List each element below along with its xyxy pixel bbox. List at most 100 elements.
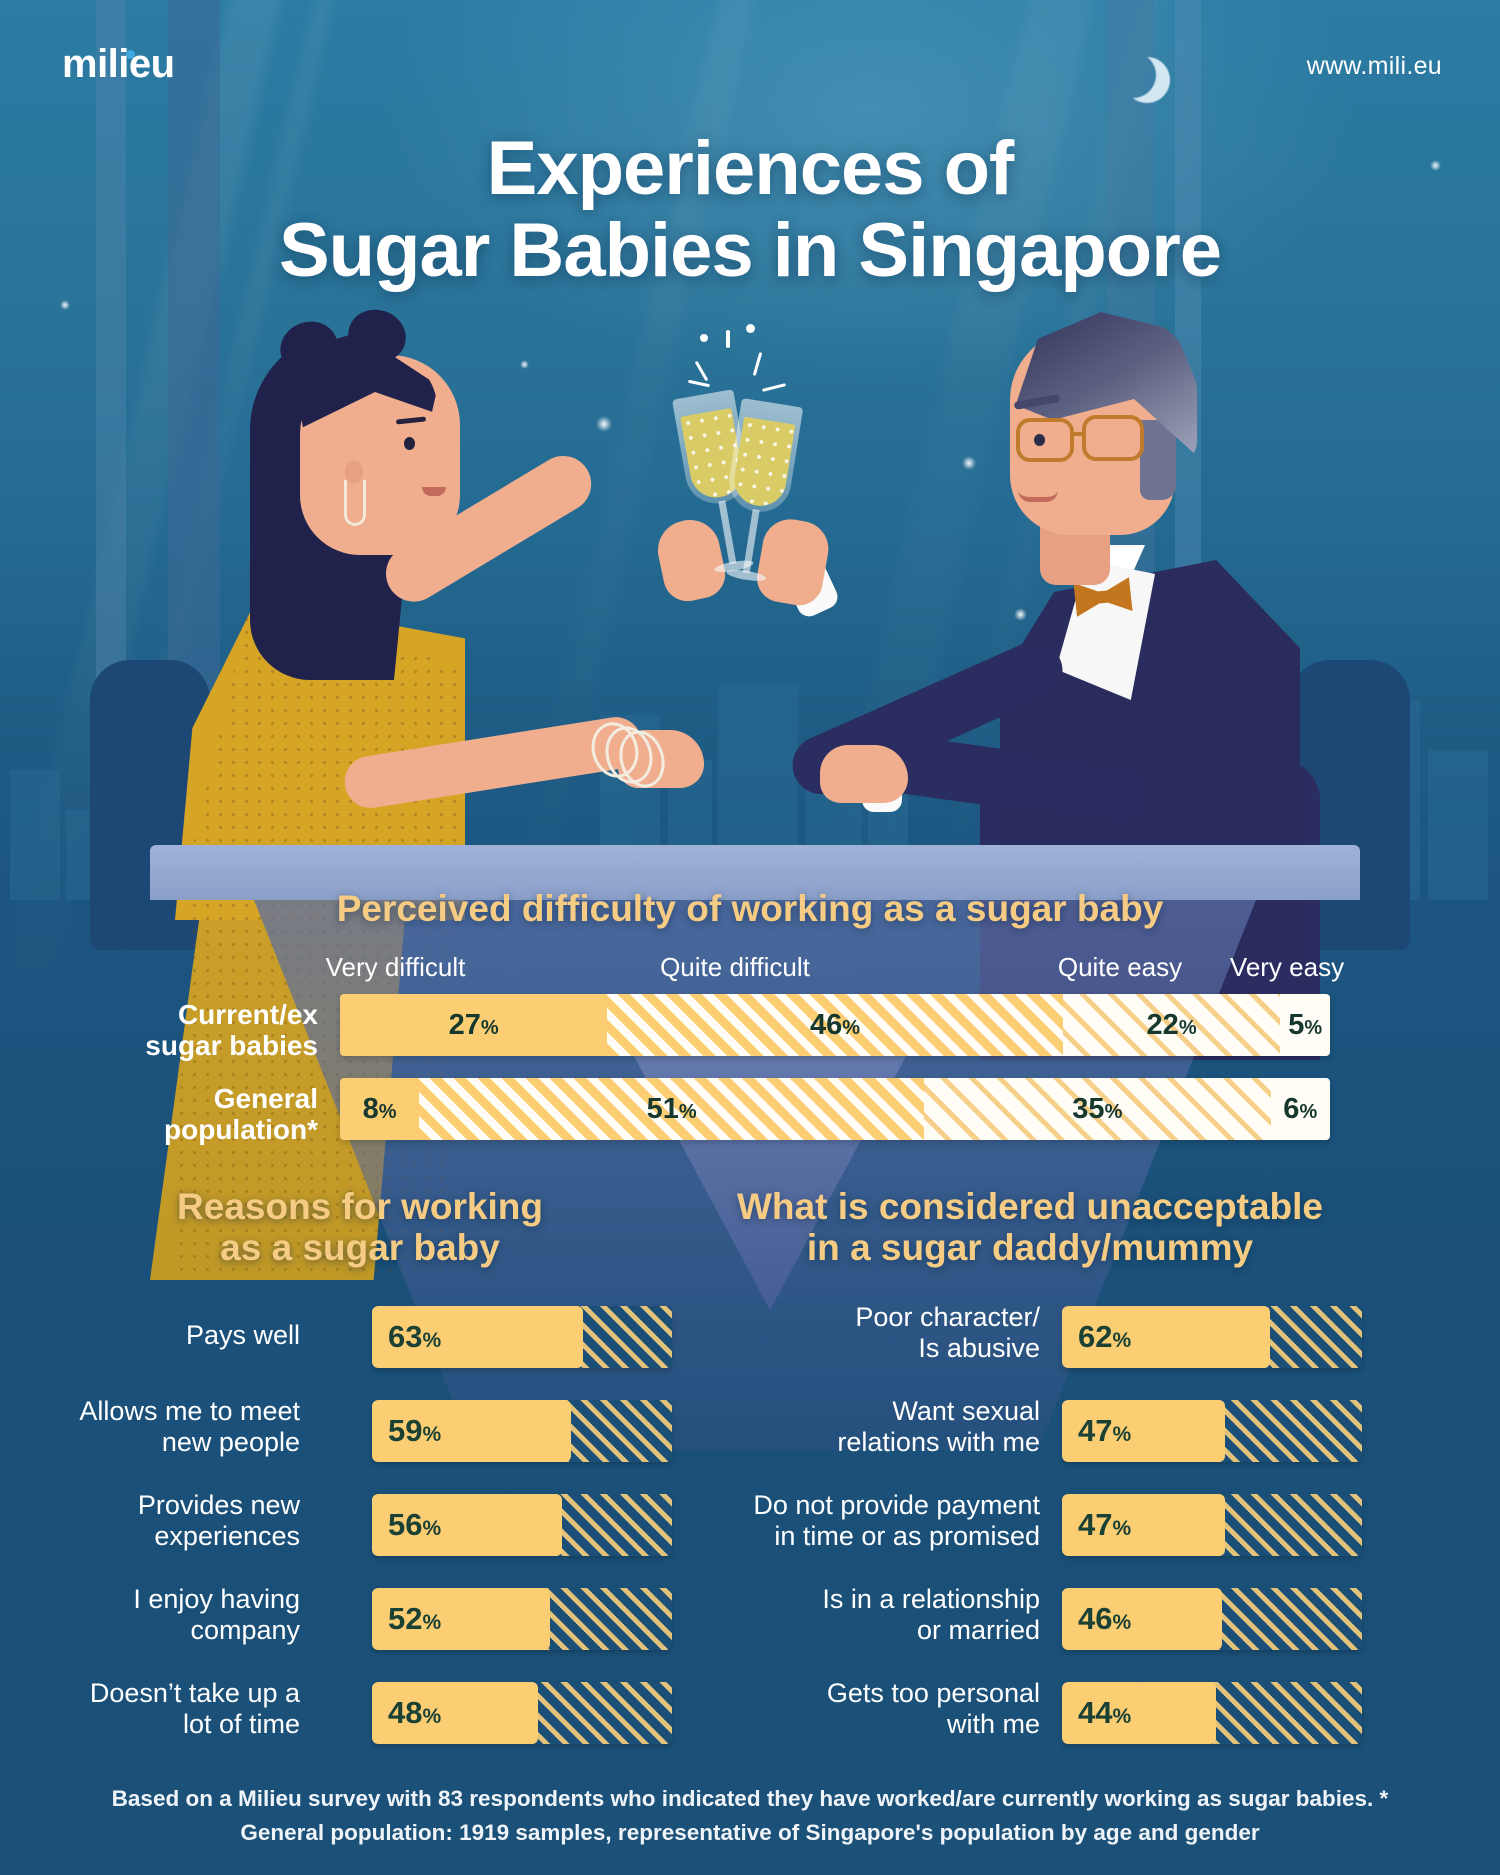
bar-track: 46%: [1062, 1588, 1362, 1650]
bar-value: 52%: [388, 1601, 442, 1636]
label-line-2: with me: [946, 1708, 1040, 1739]
bar-track: 48%: [372, 1682, 672, 1744]
bar-fill: 47%: [1062, 1400, 1225, 1462]
star-icon: [60, 300, 70, 310]
title-line-2: Sugar Babies in Singapore: [278, 208, 1222, 294]
bar-fill: 63%: [372, 1306, 583, 1368]
label-line-2: population*: [164, 1113, 318, 1145]
segment-value: 27%: [448, 1008, 499, 1041]
sparkle-icon: [700, 334, 708, 342]
label-line-2: or married: [916, 1614, 1040, 1645]
label-line-2: Is abusive: [918, 1332, 1040, 1363]
star-icon: [1014, 608, 1027, 621]
segment-value: 6%: [1283, 1092, 1318, 1125]
segment-value: 46%: [809, 1008, 861, 1041]
bar-fill: 48%: [372, 1682, 538, 1744]
stacked-segment-quite-difficult: 51%: [419, 1078, 925, 1140]
label-line-1: Provides new: [137, 1490, 300, 1520]
bar-value: 47%: [1078, 1507, 1132, 1542]
bar-row-label: Doesn’t take up a lot of time: [60, 1678, 300, 1740]
milieu-logo[interactable]: milieu: [62, 42, 175, 87]
bar-row-label: Poor character/Is abusive: [620, 1302, 1040, 1364]
label-line-2: lot of time: [182, 1708, 300, 1739]
label-line-2: in time or as promised: [774, 1520, 1040, 1551]
stacked-segment-very-difficult: 8%: [340, 1078, 420, 1140]
segment-value: 8%: [362, 1092, 397, 1125]
sparkle-icon: [746, 324, 755, 333]
label-line-1: Poor character/: [855, 1302, 1040, 1332]
label-line-1: I enjoy having: [133, 1584, 300, 1614]
stacked-segment-quite-easy: 22%: [1062, 994, 1281, 1056]
section-heading-unacceptable: What is considered unacceptable in a sug…: [660, 1186, 1400, 1269]
bar-fill: 47%: [1062, 1494, 1225, 1556]
bar-value: 48%: [388, 1695, 442, 1730]
stacked-row-label: General population*: [58, 1083, 318, 1146]
bar-row-label: Allows me to meet new people: [60, 1396, 300, 1458]
bar-value: 63%: [388, 1319, 442, 1354]
stacked-bar-row: 8% 51% 35% 6%: [340, 1078, 1330, 1140]
bar-fill: 46%: [1062, 1588, 1222, 1650]
column-header-quite-easy: Quite easy: [1057, 952, 1183, 982]
bar-value: 59%: [388, 1413, 442, 1448]
section-heading-reasons: Reasons for working as a sugar baby: [100, 1186, 620, 1269]
bar-fill: 62%: [1062, 1306, 1270, 1368]
column-header-very-easy: Very easy: [1229, 952, 1345, 982]
bar-track: 62%: [1062, 1306, 1362, 1368]
bar-track: 47%: [1062, 1400, 1362, 1462]
sparkle-icon: [726, 330, 730, 348]
label-line-1: Do not provide payment: [753, 1490, 1040, 1520]
stacked-segment-very-difficult: 27%: [340, 994, 608, 1056]
segment-value: 35%: [1072, 1092, 1123, 1125]
footnote: Based on a Milieu survey with 83 respond…: [111, 1786, 1389, 1845]
label-line-2: sugar babies: [145, 1029, 318, 1061]
label-line-1: Current/ex: [177, 999, 318, 1030]
bar-value: 62%: [1078, 1319, 1132, 1354]
bar-value: 44%: [1078, 1695, 1132, 1730]
label-line-2: company: [190, 1614, 300, 1645]
bar-fill: 44%: [1062, 1682, 1216, 1744]
stacked-segment-quite-difficult: 46%: [607, 994, 1063, 1056]
bar-value: 46%: [1078, 1601, 1132, 1636]
bar-track: 63%: [372, 1306, 672, 1368]
heading-line-1: What is considered unacceptable: [737, 1186, 1323, 1227]
label-line-1: Pays well: [185, 1320, 300, 1350]
title-line-1: Experiences of: [486, 126, 1015, 211]
bar-fill: 59%: [372, 1400, 571, 1462]
column-header-quite-difficult: Quite difficult: [660, 952, 810, 982]
stacked-row-label: Current/ex sugar babies: [58, 999, 318, 1062]
section-heading-difficulty: Perceived difficulty of working as a sug…: [336, 888, 1164, 929]
segment-value: 5%: [1288, 1008, 1323, 1041]
label-line-1: General: [213, 1083, 318, 1114]
bar-row-label: Do not provide payment in time or as prom…: [620, 1490, 1040, 1552]
star-icon: [1430, 160, 1441, 171]
logo-dot-icon: [126, 50, 135, 59]
star-icon: [596, 416, 612, 432]
bar-value: 47%: [1078, 1413, 1132, 1448]
bar-track: 47%: [1062, 1494, 1362, 1556]
bar-track: 44%: [1062, 1682, 1362, 1744]
stacked-segment-very-easy: 5%: [1280, 994, 1330, 1056]
star-icon: [520, 360, 529, 369]
bar-row-label: Is in a relationship or married: [620, 1584, 1040, 1646]
label-line-1: Want sexual: [892, 1396, 1040, 1426]
window-frame: [96, 0, 126, 780]
star-icon: [962, 456, 976, 470]
bar-row-label: Provides new experiences: [60, 1490, 300, 1552]
label-line-2: experiences: [154, 1520, 300, 1551]
bar-row-label: Gets too personal with me: [620, 1678, 1040, 1740]
label-line-1: Allows me to meet: [79, 1396, 300, 1426]
segment-value: 22%: [1146, 1008, 1197, 1041]
label-line-1: Doesn’t take up a: [89, 1678, 300, 1708]
page-title: Experiences of Sugar Babies in Singapore: [0, 126, 1500, 294]
stacked-bar-row: 27% 46% 22% 5%: [340, 994, 1330, 1056]
heading-line-1: Reasons for working: [177, 1186, 543, 1227]
bar-row-label: Want sexual relations with me: [620, 1396, 1040, 1458]
website-url[interactable]: www.mili.eu: [1306, 52, 1442, 80]
bar-value: 56%: [388, 1507, 442, 1542]
heading-line-2: as a sugar baby: [220, 1227, 500, 1269]
label-line-1: Is in a relationship: [822, 1584, 1040, 1614]
label-line-2: relations with me: [837, 1426, 1040, 1457]
bar-fill: 56%: [372, 1494, 562, 1556]
bar-row-label: I enjoy having company: [60, 1584, 300, 1646]
heading-line-2: in a sugar daddy/mummy: [806, 1227, 1254, 1269]
